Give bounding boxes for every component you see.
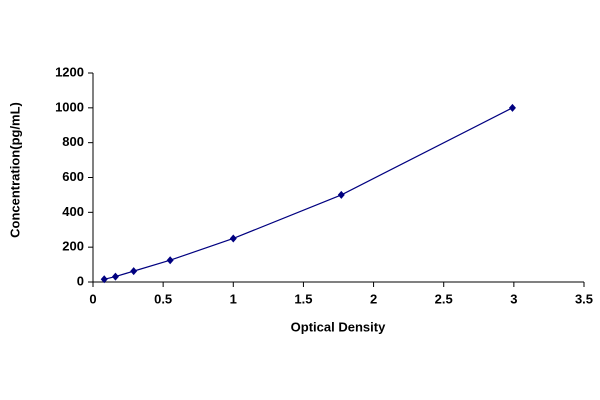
x-tick-label: 2.5 — [435, 291, 453, 306]
point — [166, 256, 174, 265]
x-tick-label: 3 — [510, 291, 517, 306]
x-tick-label: 2 — [370, 291, 377, 306]
point — [130, 267, 138, 276]
point — [100, 275, 108, 284]
y-tick-label: 200 — [62, 239, 84, 254]
y-tick-label: 1200 — [55, 64, 84, 79]
y-tick-label: 400 — [62, 204, 84, 219]
y-tick-label: 800 — [62, 134, 84, 149]
point — [337, 190, 345, 199]
x-tick-label: 1 — [230, 291, 237, 306]
x-tick-label: 1.5 — [294, 291, 312, 306]
x-axis-label: Optical Density — [291, 319, 386, 334]
x-tick-label: 3.5 — [575, 291, 593, 306]
y-tick-label: 600 — [62, 169, 84, 184]
x-tick-label: 0 — [89, 291, 96, 306]
y-axis-label: Concentration(pg/mL) — [7, 102, 22, 238]
curve — [104, 107, 513, 280]
point — [111, 272, 119, 281]
x-tick-label: 0.5 — [154, 291, 172, 306]
y-tick-label: 1000 — [55, 99, 84, 114]
y-tick-label: 0 — [77, 273, 84, 288]
point — [508, 103, 516, 112]
point — [229, 234, 237, 243]
